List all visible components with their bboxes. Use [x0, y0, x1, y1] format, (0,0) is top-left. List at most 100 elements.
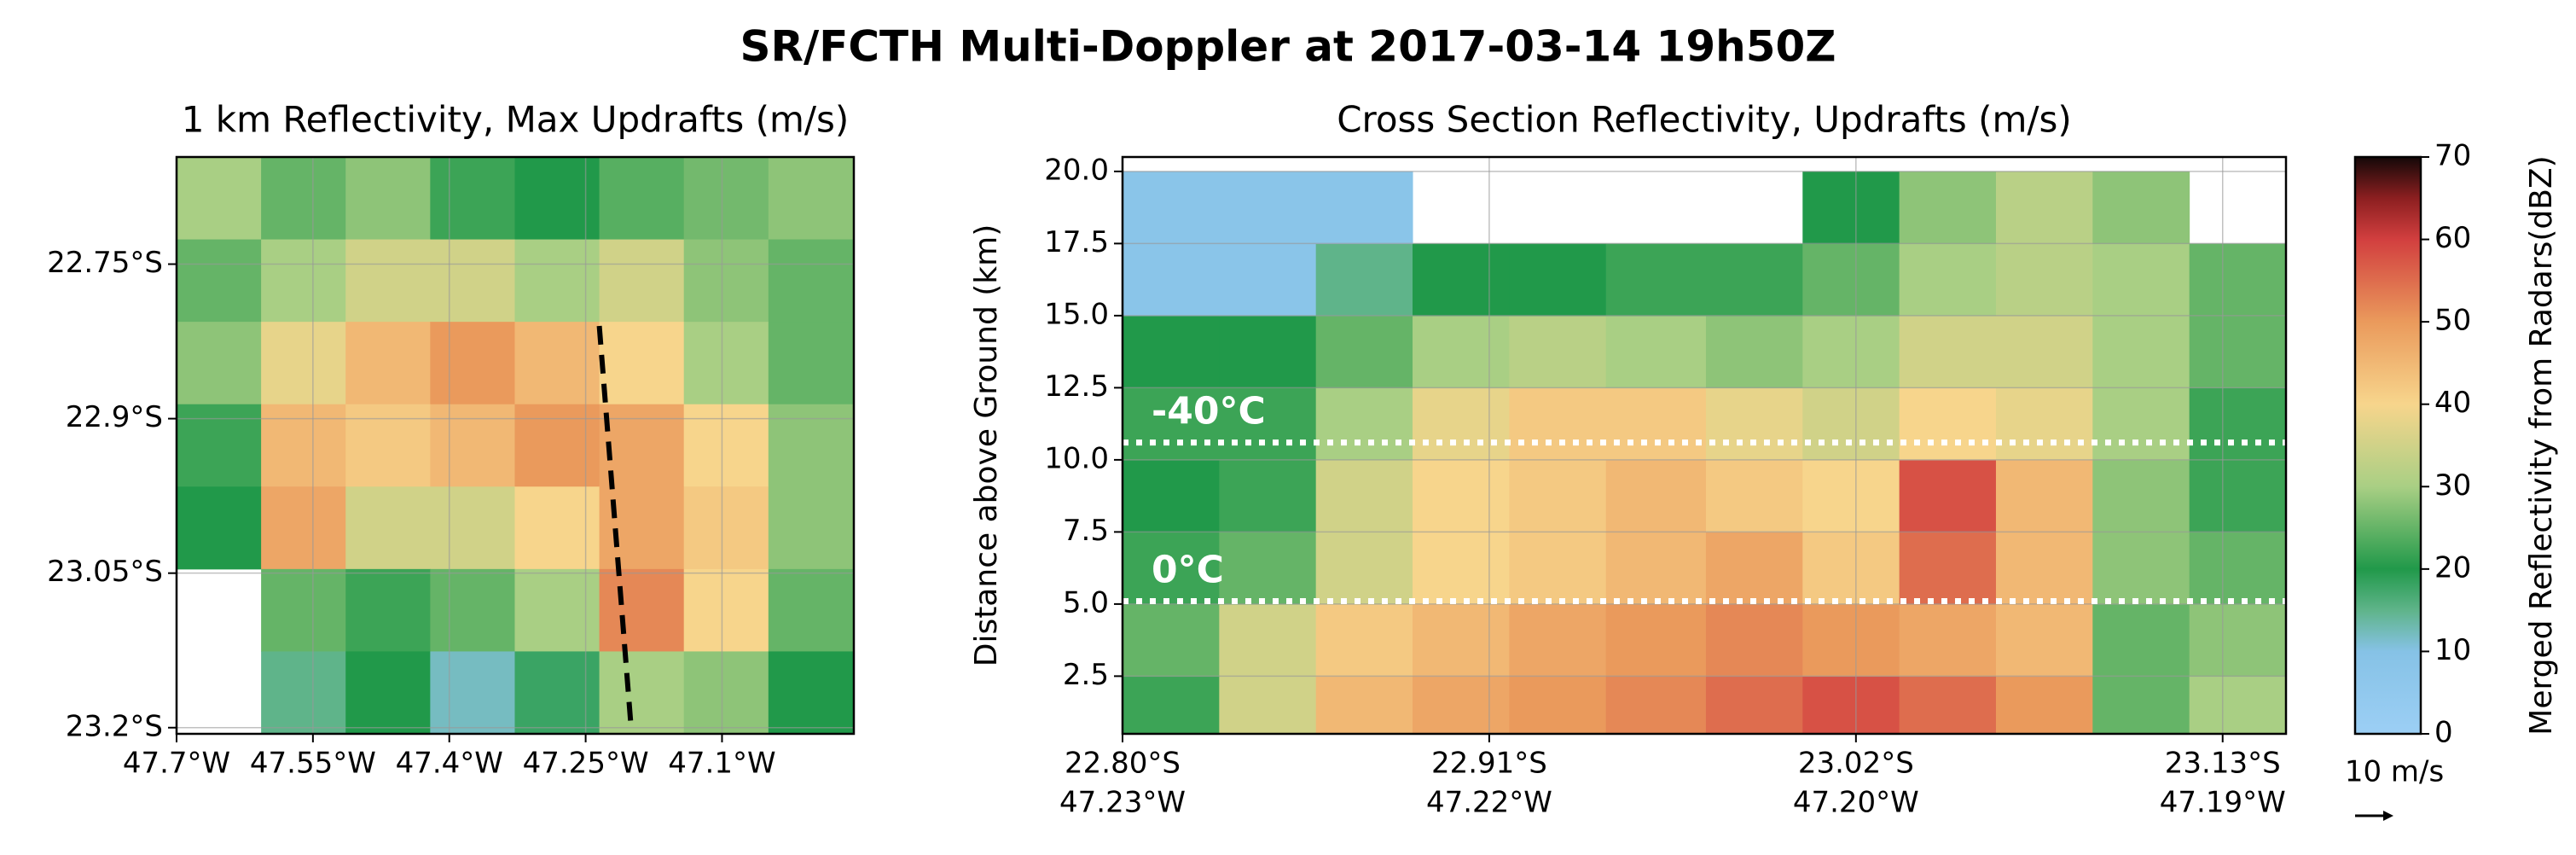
x-tick-label: 23.02°S	[1798, 747, 1914, 781]
reflectivity-cell	[1123, 532, 1220, 605]
reflectivity-cell	[1802, 387, 1900, 461]
reflectivity-cell	[177, 404, 262, 487]
reflectivity-cell	[1995, 603, 2093, 677]
x-tick-label: 47.19°W	[2160, 786, 2286, 820]
reflectivity-cell	[1995, 676, 2093, 735]
y-tick-label: 20.0	[1044, 153, 1109, 187]
reflectivity-cell	[430, 404, 515, 487]
reflectivity-cell	[1315, 676, 1413, 735]
reflectivity-cell	[1605, 315, 1707, 388]
reflectivity-cell	[2092, 603, 2190, 677]
reflectivity-cell	[1509, 676, 1607, 735]
colorbar-tick-label: 30	[2434, 468, 2471, 503]
reflectivity-cell	[514, 239, 600, 323]
reflectivity-cell	[430, 486, 515, 570]
reflectivity-cell	[1509, 387, 1607, 461]
reflectivity-cell	[1605, 532, 1707, 605]
reflectivity-cell	[430, 568, 515, 652]
x-tick-label: 23.13°S	[2165, 747, 2281, 781]
reflectivity-cell	[177, 157, 262, 241]
reflectivity-cell	[599, 157, 685, 241]
panel-title: Cross Section Reflectivity, Updrafts (m/…	[1337, 99, 2072, 141]
reflectivity-cell	[1802, 315, 1900, 388]
y-tick-label: 10.0	[1044, 441, 1109, 475]
reflectivity-cell	[1705, 315, 1803, 388]
quiver-key-label: 10 m/s	[2345, 755, 2444, 789]
reflectivity-cell	[345, 404, 431, 487]
reflectivity-cell	[1605, 676, 1707, 735]
reflectivity-cell	[1705, 387, 1803, 461]
y-tick-label: 22.9°S	[66, 400, 163, 434]
reflectivity-cell	[1899, 243, 1997, 317]
colorbar-tick-label: 60	[2434, 221, 2471, 255]
isotherm-label: -40°C	[1152, 390, 1266, 433]
x-tick-label: 22.80°S	[1065, 747, 1181, 781]
reflectivity-cell	[430, 651, 515, 735]
reflectivity-cell	[2189, 676, 2287, 735]
y-tick-label: 23.05°S	[47, 555, 163, 589]
reflectivity-cell	[1219, 315, 1317, 388]
reflectivity-cell	[599, 239, 685, 323]
reflectivity-cell	[1899, 532, 1997, 605]
reflectivity-cell	[599, 322, 685, 405]
reflectivity-cell	[177, 322, 262, 405]
reflectivity-cell	[1315, 532, 1413, 605]
reflectivity-cell	[1413, 459, 1510, 532]
reflectivity-cell	[345, 322, 431, 405]
reflectivity-cell	[2189, 315, 2287, 388]
reflectivity-cell	[2189, 532, 2287, 605]
reflectivity-cell	[1315, 171, 1413, 244]
reflectivity-cell	[1219, 603, 1317, 677]
reflectivity-cell	[1123, 387, 1220, 461]
reflectivity-cell	[1413, 676, 1510, 735]
colorbar-tick-label: 70	[2434, 139, 2471, 173]
reflectivity-cell	[768, 157, 855, 241]
reflectivity-cell	[1995, 171, 2093, 244]
reflectivity-cell	[430, 157, 515, 241]
reflectivity-cell	[1315, 315, 1413, 388]
axes-frame	[175, 155, 856, 736]
reflectivity-cell	[1219, 532, 1317, 605]
reflectivity-cell	[430, 322, 515, 405]
reflectivity-cell	[683, 404, 769, 487]
reflectivity-cell	[768, 404, 855, 487]
reflectivity-cell	[514, 322, 600, 405]
reflectivity-cell	[514, 651, 600, 735]
reflectivity-cell	[2092, 387, 2190, 461]
reflectivity-cell	[1413, 315, 1510, 388]
y-tick-label: 22.75°S	[47, 246, 163, 280]
reflectivity-cell	[1315, 243, 1413, 317]
y-tick-label: 17.5	[1044, 225, 1109, 259]
reflectivity-cell	[261, 404, 346, 487]
x-tick-label: 47.55°W	[250, 747, 376, 781]
reflectivity-cell	[1705, 603, 1803, 677]
reflectivity-cell	[514, 157, 600, 241]
reflectivity-cell	[514, 486, 600, 570]
reflectivity-cell	[1219, 171, 1317, 244]
reflectivity-cell	[345, 486, 431, 570]
reflectivity-cell	[1123, 459, 1220, 532]
section-line	[596, 325, 634, 728]
x-tick-label: 47.22°W	[1426, 786, 1552, 820]
reflectivity-cell	[1315, 459, 1413, 532]
reflectivity-cell	[683, 322, 769, 405]
reflectivity-cell	[1315, 387, 1413, 461]
reflectivity-cell	[1605, 459, 1707, 532]
figure-title: SR/FCTH Multi-Doppler at 2017-03-14 19h5…	[740, 22, 1836, 72]
y-tick-label: 23.2°S	[66, 709, 163, 743]
reflectivity-cell	[1509, 532, 1607, 605]
reflectivity-cell	[261, 157, 346, 241]
reflectivity-cell	[1413, 387, 1510, 461]
isotherm-label: 0°C	[1152, 549, 1224, 592]
reflectivity-cell	[1219, 676, 1317, 735]
y-tick-label: 5.0	[1063, 585, 1109, 619]
reflectivity-cell	[599, 651, 685, 735]
colorbar-tick-label: 50	[2434, 304, 2471, 338]
reflectivity-cell	[2092, 459, 2190, 532]
reflectivity-cell	[261, 651, 346, 735]
reflectivity-cell	[1899, 171, 1997, 244]
reflectivity-cell	[2189, 459, 2287, 532]
x-tick-label: 47.23°W	[1059, 786, 1186, 820]
reflectivity-cell	[1802, 171, 1900, 244]
reflectivity-cell	[683, 651, 769, 735]
